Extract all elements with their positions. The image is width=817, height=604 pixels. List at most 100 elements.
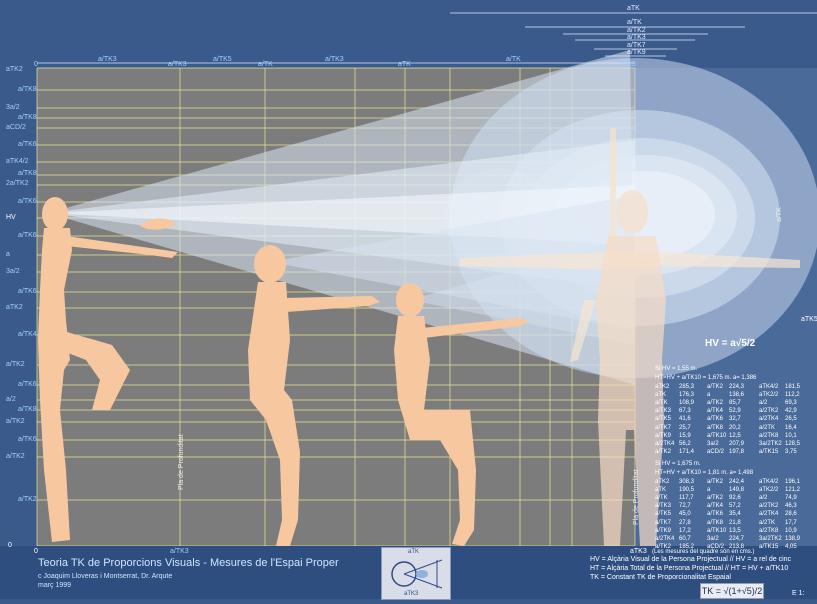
table2-cell: 46,3	[785, 503, 797, 510]
table2-cell: 17,7	[785, 519, 797, 526]
table1-cell: aTK2	[655, 384, 670, 390]
left-axis-label: a/TK6	[18, 436, 37, 443]
right-label-atk5: aTK5	[801, 316, 817, 323]
bottom-axis-label: a/TK3	[170, 548, 189, 555]
table2-cell: 190,5	[679, 487, 695, 494]
left-axis-label: a/TK4	[18, 331, 37, 338]
table2-cell: 17,2	[679, 527, 691, 534]
table2-cell: aCD/2	[707, 543, 725, 550]
figure-standing-arms-out	[460, 128, 800, 546]
table1-cell: aTK4/2	[759, 384, 779, 390]
table2-cell: a/TK15	[759, 543, 779, 550]
table2-cell: 60,7	[679, 535, 691, 542]
table1-cell: a	[707, 392, 711, 399]
table1-cell: 197,8	[729, 448, 745, 455]
definition-tk: TK = Constant TK de Proporcionalitat Esp…	[590, 574, 731, 581]
top-axis-label: a/TK3	[98, 56, 117, 63]
table2-cell: 57,2	[729, 503, 741, 510]
table1-cell: 285,3	[679, 384, 695, 390]
left-axis-label: a/TK6	[18, 288, 37, 295]
left-axis-label: a/TK2	[6, 418, 25, 425]
table2-cell: a/TK6	[707, 511, 724, 518]
left-axis-label: a/TK6	[18, 381, 37, 388]
left-axis-label: 2a/TK2	[6, 180, 29, 187]
table1-cell: 3,75	[785, 448, 797, 455]
table2-cell: a/2TK4	[655, 535, 675, 542]
table1-cell: 108,9	[679, 400, 695, 407]
table1-cell: a/2TK2	[759, 408, 779, 415]
table1-header: Si HV = 1,55 m.	[655, 366, 698, 372]
table1-cell: 3a/2TK2	[759, 440, 782, 447]
top-axis-label: a/TK	[506, 56, 521, 63]
top-scale-label: a/TK9	[627, 49, 646, 56]
table1-cell: 10,1	[785, 432, 797, 439]
table2-cell: 117,7	[679, 495, 694, 502]
top-axis-label: aTK3	[619, 61, 636, 68]
left-axis-label: a/TK2	[18, 496, 37, 503]
table1-cell: 12,5	[729, 432, 741, 439]
table2-cell: a/TK8	[707, 519, 724, 526]
table2-cell: a/TK2	[707, 479, 724, 485]
left-axis-label: a/TK8	[18, 114, 37, 121]
table1-cell: aCD/2	[707, 448, 725, 455]
left-axis-label: aTK2	[6, 304, 23, 311]
left-axis-label: a/TK6	[18, 141, 37, 148]
table2-cell: a/TK2	[655, 543, 672, 550]
table2-cell: 3a/2	[707, 535, 719, 542]
left-axis-label: a/2	[6, 396, 16, 403]
table1-cell: 26,5	[785, 416, 797, 423]
table2-cell: a/TK9	[655, 527, 672, 534]
table2-cell: 185,2	[679, 543, 695, 550]
table2-cell: a/2TK2	[759, 503, 779, 510]
thumb-label-top: aTK	[408, 549, 420, 555]
table2-cell: 4,05	[785, 543, 797, 550]
table1-cell: a/TK8	[707, 424, 724, 431]
table1-cell: a/TK	[655, 400, 668, 407]
table1-cell: a/TK6	[707, 416, 724, 423]
table2-cell: 45,0	[679, 511, 691, 518]
left-axis-label: a/TK8	[18, 86, 37, 93]
table2-cell: 28,6	[785, 511, 797, 518]
right-label-atk-vertical: a/TK	[776, 207, 783, 222]
table2-cell: a/TK5	[655, 511, 672, 518]
table1-cell: 138,6	[729, 392, 745, 399]
table2-cell: a/2	[759, 495, 768, 502]
table2-cell: 3a/2TK2	[759, 535, 782, 542]
table1-cell: a/TK5	[655, 416, 672, 423]
table1-cell: a/TK3	[655, 408, 672, 415]
diagram-title: Teoria TK de Proporcions Visuals - Mesur…	[38, 557, 339, 569]
left-axis-label: a/TK6	[18, 232, 37, 239]
authors: c Joaquim Lloveras i Montserrat, Dr. Arq…	[38, 573, 173, 580]
table2-cell: 213,8	[729, 543, 745, 550]
bottom-axis-label: 0	[34, 548, 38, 555]
table1-cell: 15,9	[679, 432, 691, 439]
table2-cell: aTK2	[655, 479, 670, 485]
table2-cell: 121,2	[785, 487, 801, 494]
definition-ht: HT = Alçària Total de la Persona Project…	[590, 565, 789, 572]
table1-cell: 42,9	[785, 408, 797, 415]
scale-label: E 1:	[792, 590, 805, 597]
table1-cell: a/TK10	[707, 432, 727, 439]
table1-cell: a/TK2	[707, 400, 724, 407]
table1-cell: a/TK2	[655, 448, 672, 455]
figure-standing-reaching	[38, 197, 178, 542]
top-scale-label: a/TK3	[627, 34, 646, 41]
table1-cell: a/2TK4	[759, 416, 779, 423]
table2-cell: a/TK2	[707, 495, 724, 502]
table2-cell: 138,9	[785, 535, 801, 542]
table2-cell: a/2TK	[759, 519, 776, 526]
figure-seated-chair	[394, 283, 530, 546]
plane-label-2: Pla de Profunditat	[633, 469, 640, 525]
table2-cell: 224,7	[729, 535, 745, 542]
table1-cell: a/2TK8	[759, 432, 779, 439]
eye-cone-sketch	[391, 559, 443, 589]
table2-cell: a	[707, 487, 711, 494]
table1-cell: 181,5	[785, 384, 801, 390]
table1-cell: 85,7	[729, 400, 741, 407]
table2-cell: 74,9	[785, 495, 797, 502]
hv-formula: HV = a√5/2	[705, 338, 756, 349]
table2-cell: a/TK3	[655, 503, 672, 510]
table1-cell: 128,5	[785, 440, 801, 447]
